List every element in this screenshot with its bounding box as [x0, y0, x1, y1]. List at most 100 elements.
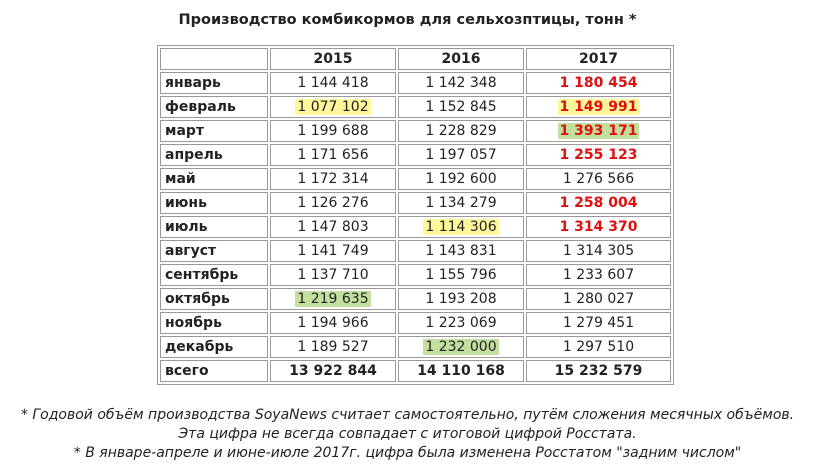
page-title: Производство комбикормов для сельхозптиц…	[178, 12, 637, 28]
value-cell: 1 223 069	[398, 312, 524, 334]
value-text: 1 172 314	[297, 171, 369, 187]
value-cell: 1 314 305	[526, 240, 671, 262]
header-cell-2017: 2017	[526, 48, 671, 70]
value-cell: 1 155 796	[398, 264, 524, 286]
value-text: 1 141 749	[297, 243, 369, 259]
value-cell: 1 228 829	[398, 120, 524, 142]
month-label: сентябрь	[160, 264, 268, 286]
value-text: 1 147 803	[297, 219, 369, 235]
table-row: октябрь 1 219 635 1 193 208 1 280 027	[160, 288, 671, 310]
footnote-1: * Годовой объём производства SoyaNews сч…	[20, 407, 795, 423]
value-cell: 1 172 314	[270, 168, 396, 190]
value-text: 1 144 418	[297, 75, 369, 91]
value-cell: 1 126 276	[270, 192, 396, 214]
value-text: 1 142 348	[425, 75, 497, 91]
value-text: 1 276 566	[562, 171, 635, 187]
header-cell-2016: 2016	[398, 48, 524, 70]
value-text: 1 197 057	[425, 147, 497, 163]
month-label: февраль	[160, 96, 268, 118]
table-row: февраль 1 077 102 1 152 845 1 149 991	[160, 96, 671, 118]
table-row: май 1 172 314 1 192 600 1 276 566	[160, 168, 671, 190]
value-cell: 1 314 370	[526, 216, 671, 238]
value-cell: 1 152 845	[398, 96, 524, 118]
value-cell: 1 192 600	[398, 168, 524, 190]
value-text: 1 199 688	[297, 123, 369, 139]
footnote-2: Эта цифра не всегда совпадает с итоговой…	[178, 426, 637, 442]
value-cell: 1 193 208	[398, 288, 524, 310]
total-label: всего	[160, 360, 268, 382]
value-cell: 1 232 000	[398, 336, 524, 358]
month-label: апрель	[160, 144, 268, 166]
header-cell-empty	[160, 48, 268, 70]
value-cell: 1 393 171	[526, 120, 671, 142]
value-cell: 1 258 004	[526, 192, 671, 214]
value-text: 1 114 306	[423, 219, 499, 235]
value-text: 1 155 796	[425, 267, 497, 283]
month-label: октябрь	[160, 288, 268, 310]
month-label: декабрь	[160, 336, 268, 358]
value-cell: 1 144 418	[270, 72, 396, 94]
value-cell: 1 134 279	[398, 192, 524, 214]
total-value-cell: 15 232 579	[526, 360, 671, 382]
table-header-row: 2015 2016 2017	[160, 48, 671, 70]
value-cell: 1 137 710	[270, 264, 396, 286]
total-row: всего 13 922 844 14 110 168 15 232 579	[160, 360, 671, 382]
value-text: 1 134 279	[425, 195, 497, 211]
table-row: июнь 1 126 276 1 134 279 1 258 004	[160, 192, 671, 214]
value-text: 1 192 600	[425, 171, 497, 187]
value-cell: 1 255 123	[526, 144, 671, 166]
month-label: январь	[160, 72, 268, 94]
total-value-cell: 14 110 168	[398, 360, 524, 382]
value-cell: 1 297 510	[526, 336, 671, 358]
value-text: 1 180 454	[559, 75, 638, 91]
table-row: сентябрь 1 137 710 1 155 796 1 233 607	[160, 264, 671, 286]
value-text: 1 193 208	[425, 291, 497, 307]
value-text: 1 279 451	[562, 315, 635, 331]
value-text: 1 297 510	[562, 339, 635, 355]
value-text: 1 171 656	[297, 147, 369, 163]
value-text: 1 233 607	[562, 267, 635, 283]
value-text: 1 258 004	[559, 195, 638, 211]
production-table: 2015 2016 2017 январь 1 144 418 1 142 348 1…	[157, 45, 674, 385]
month-label: ноябрь	[160, 312, 268, 334]
footnotes: * Годовой объём производства SoyaNews сч…	[0, 406, 815, 463]
value-cell: 1 197 057	[398, 144, 524, 166]
header-cell-2015: 2015	[270, 48, 396, 70]
table-body: январь 1 144 418 1 142 348 1 180 454 февраль…	[160, 72, 671, 382]
value-cell: 1 147 803	[270, 216, 396, 238]
value-cell: 1 077 102	[270, 96, 396, 118]
total-value-cell: 13 922 844	[270, 360, 396, 382]
value-cell: 1 219 635	[270, 288, 396, 310]
value-text: 1 314 305	[562, 243, 635, 259]
value-text: 1 219 635	[295, 291, 371, 307]
table-row: ноябрь 1 194 966 1 223 069 1 279 451	[160, 312, 671, 334]
table-row: апрель 1 171 656 1 197 057 1 255 123	[160, 144, 671, 166]
value-cell: 1 194 966	[270, 312, 396, 334]
value-text: 1 232 000	[423, 339, 499, 355]
value-text: 1 149 991	[557, 99, 640, 115]
month-label: март	[160, 120, 268, 142]
value-text: 1 126 276	[297, 195, 369, 211]
value-cell: 1 276 566	[526, 168, 671, 190]
value-cell: 1 199 688	[270, 120, 396, 142]
value-cell: 1 233 607	[526, 264, 671, 286]
value-cell: 1 114 306	[398, 216, 524, 238]
table-row: декабрь 1 189 527 1 232 000 1 297 510	[160, 336, 671, 358]
value-text: 1 280 027	[562, 291, 635, 307]
value-text: 1 152 845	[425, 99, 497, 115]
value-cell: 1 180 454	[526, 72, 671, 94]
value-cell: 1 279 451	[526, 312, 671, 334]
value-cell: 1 280 027	[526, 288, 671, 310]
value-text: 1 194 966	[297, 315, 369, 331]
value-text: 1 228 829	[425, 123, 497, 139]
value-cell: 1 171 656	[270, 144, 396, 166]
value-text: 1 255 123	[559, 147, 638, 163]
table-row: август 1 141 749 1 143 831 1 314 305	[160, 240, 671, 262]
value-text: 1 137 710	[297, 267, 369, 283]
value-cell: 1 143 831	[398, 240, 524, 262]
month-label: август	[160, 240, 268, 262]
value-text: 1 393 171	[557, 123, 640, 139]
value-text: 1 223 069	[425, 315, 497, 331]
value-text: 1 143 831	[425, 243, 497, 259]
value-text: 1 314 370	[559, 219, 638, 235]
